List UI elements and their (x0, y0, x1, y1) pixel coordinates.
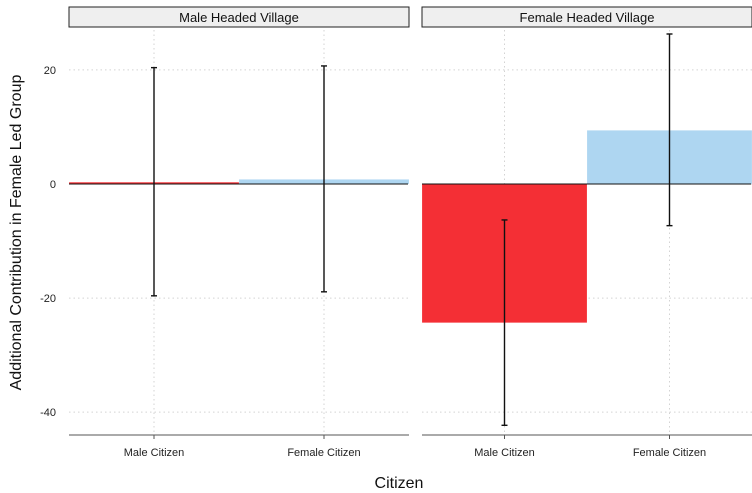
x-tick-label: Male Citizen (474, 447, 535, 459)
y-tick-label: 20 (44, 65, 56, 77)
x-axis-title: Citizen (375, 475, 424, 492)
y-tick-label: -40 (40, 407, 56, 419)
y-axis-title: Additional Contribution in Female Led Gr… (8, 75, 25, 391)
x-tick-label: Female Citizen (287, 447, 360, 459)
x-tick-label: Male Citizen (124, 447, 185, 459)
panel-strip-female-headed-village (421, 6, 752, 28)
x-tick-label: Female Citizen (633, 447, 706, 459)
panel-title-male-headed-village: Male Headed Village (179, 10, 299, 25)
panel-title-female-headed-village: Female Headed Village (520, 10, 655, 25)
y-tick-label: 0 (50, 179, 56, 191)
panel-strip-male-headed-village (68, 6, 410, 28)
y-tick-label: -20 (40, 293, 56, 305)
